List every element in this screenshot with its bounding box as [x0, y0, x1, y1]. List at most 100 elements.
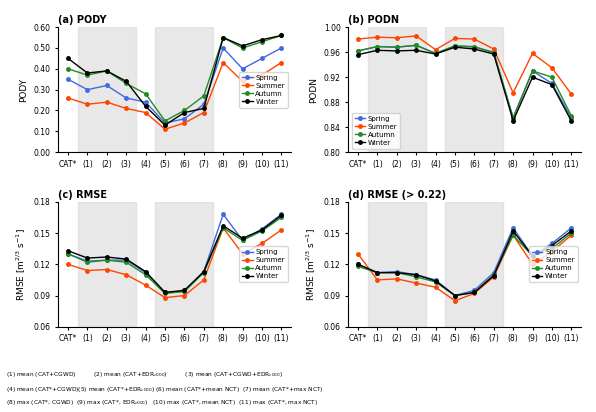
Winter — [412, 272, 420, 277]
Autumn — [412, 43, 420, 48]
Spring — [64, 77, 72, 82]
Spring — [181, 116, 188, 121]
Autumn — [432, 51, 439, 56]
Summer — [451, 36, 458, 41]
Spring — [278, 46, 285, 51]
Autumn — [568, 231, 575, 236]
Autumn — [451, 43, 458, 48]
Summer — [142, 110, 149, 115]
Spring — [103, 83, 110, 88]
Summer — [529, 51, 536, 56]
Text: (1) mean (CAT+CGWD)          (2) mean (CAT+EDR$_{c000}$)          (3) mean (CAT+: (1) mean (CAT+CGWD) (2) mean (CAT+EDR$_{… — [6, 370, 283, 379]
Summer — [239, 251, 246, 256]
Summer — [471, 291, 478, 296]
Autumn — [548, 75, 555, 80]
Autumn — [181, 289, 188, 294]
Autumn — [355, 49, 362, 54]
Winter — [471, 290, 478, 295]
Autumn — [64, 251, 72, 256]
Winter — [259, 227, 266, 232]
Line: Winter: Winter — [66, 213, 283, 294]
Summer — [278, 227, 285, 232]
Autumn — [278, 33, 285, 38]
Winter — [568, 229, 575, 234]
Winter — [259, 37, 266, 42]
Winter — [510, 229, 517, 234]
Line: Winter: Winter — [356, 229, 573, 297]
Summer — [412, 281, 420, 286]
Text: (d) RMSE (> 0.22): (d) RMSE (> 0.22) — [348, 190, 446, 200]
Autumn — [84, 73, 91, 77]
Spring — [471, 288, 478, 293]
Autumn — [103, 258, 110, 262]
Summer — [568, 91, 575, 96]
Autumn — [239, 238, 246, 243]
Autumn — [432, 279, 439, 284]
Spring — [259, 227, 266, 232]
Spring — [64, 251, 72, 256]
Winter — [432, 52, 439, 56]
Winter — [471, 47, 478, 52]
Winter — [200, 269, 207, 274]
Autumn — [200, 270, 207, 275]
Text: (8) max (CAT*, CGWD)  (9) max (CAT*, EDR$_{c000}$)   (10) max (CAT*, mean NCT)  : (8) max (CAT*, CGWD) (9) max (CAT*, EDR$… — [6, 398, 318, 407]
Spring — [510, 115, 517, 120]
Winter — [84, 70, 91, 75]
Spring — [278, 212, 285, 217]
Text: (4) mean (CAT*+CGWD)(5) mean (CAT*+EDR$_{c000}$) (6) mean (CAT*+mean NCT)  (7) m: (4) mean (CAT*+CGWD)(5) mean (CAT*+EDR$_… — [6, 385, 324, 394]
Legend: Spring, Summer, Autumn, Winter: Spring, Summer, Autumn, Winter — [240, 246, 288, 282]
Line: Spring: Spring — [356, 44, 573, 119]
Autumn — [103, 68, 110, 73]
Summer — [510, 233, 517, 238]
Winter — [162, 123, 169, 128]
Autumn — [355, 264, 362, 269]
Winter — [181, 110, 188, 115]
Spring — [529, 253, 536, 258]
Winter — [568, 118, 575, 123]
Spring — [123, 258, 130, 262]
Spring — [355, 49, 362, 54]
Spring — [490, 270, 497, 275]
Summer — [490, 274, 497, 279]
Autumn — [200, 94, 207, 98]
Winter — [278, 33, 285, 38]
Winter — [219, 223, 226, 228]
Winter — [103, 255, 110, 260]
Autumn — [529, 68, 536, 73]
Autumn — [123, 81, 130, 86]
Winter — [374, 48, 381, 53]
Bar — [77, 27, 136, 152]
Summer — [239, 79, 246, 84]
Winter — [278, 213, 285, 218]
Winter — [239, 43, 246, 48]
Autumn — [568, 113, 575, 118]
Summer — [355, 251, 362, 256]
Line: Spring: Spring — [356, 226, 573, 297]
Legend: Spring, Summer, Autumn, Winter: Spring, Summer, Autumn, Winter — [240, 72, 288, 108]
Y-axis label: RMSE [m$^{2/3}$ s$^{-1}$]: RMSE [m$^{2/3}$ s$^{-1}$] — [305, 228, 318, 301]
Summer — [510, 90, 517, 95]
Summer — [142, 283, 149, 288]
Summer — [393, 276, 401, 281]
Spring — [374, 44, 381, 49]
Spring — [200, 102, 207, 107]
Y-axis label: RMSE [m$^{2/3}$ s$^{-1}$]: RMSE [m$^{2/3}$ s$^{-1}$] — [15, 228, 28, 301]
Spring — [142, 100, 149, 105]
Summer — [471, 37, 478, 42]
Summer — [123, 106, 130, 111]
Autumn — [374, 44, 381, 49]
Spring — [490, 50, 497, 55]
Y-axis label: PODN: PODN — [309, 77, 318, 103]
Summer — [181, 121, 188, 126]
Summer — [374, 35, 381, 40]
Autumn — [278, 215, 285, 220]
Spring — [162, 121, 169, 126]
Line: Summer: Summer — [66, 61, 283, 131]
Autumn — [219, 35, 226, 40]
Winter — [412, 48, 420, 53]
Bar — [368, 27, 426, 152]
Autumn — [490, 272, 497, 277]
Autumn — [64, 66, 72, 71]
Summer — [200, 277, 207, 282]
Autumn — [162, 118, 169, 123]
